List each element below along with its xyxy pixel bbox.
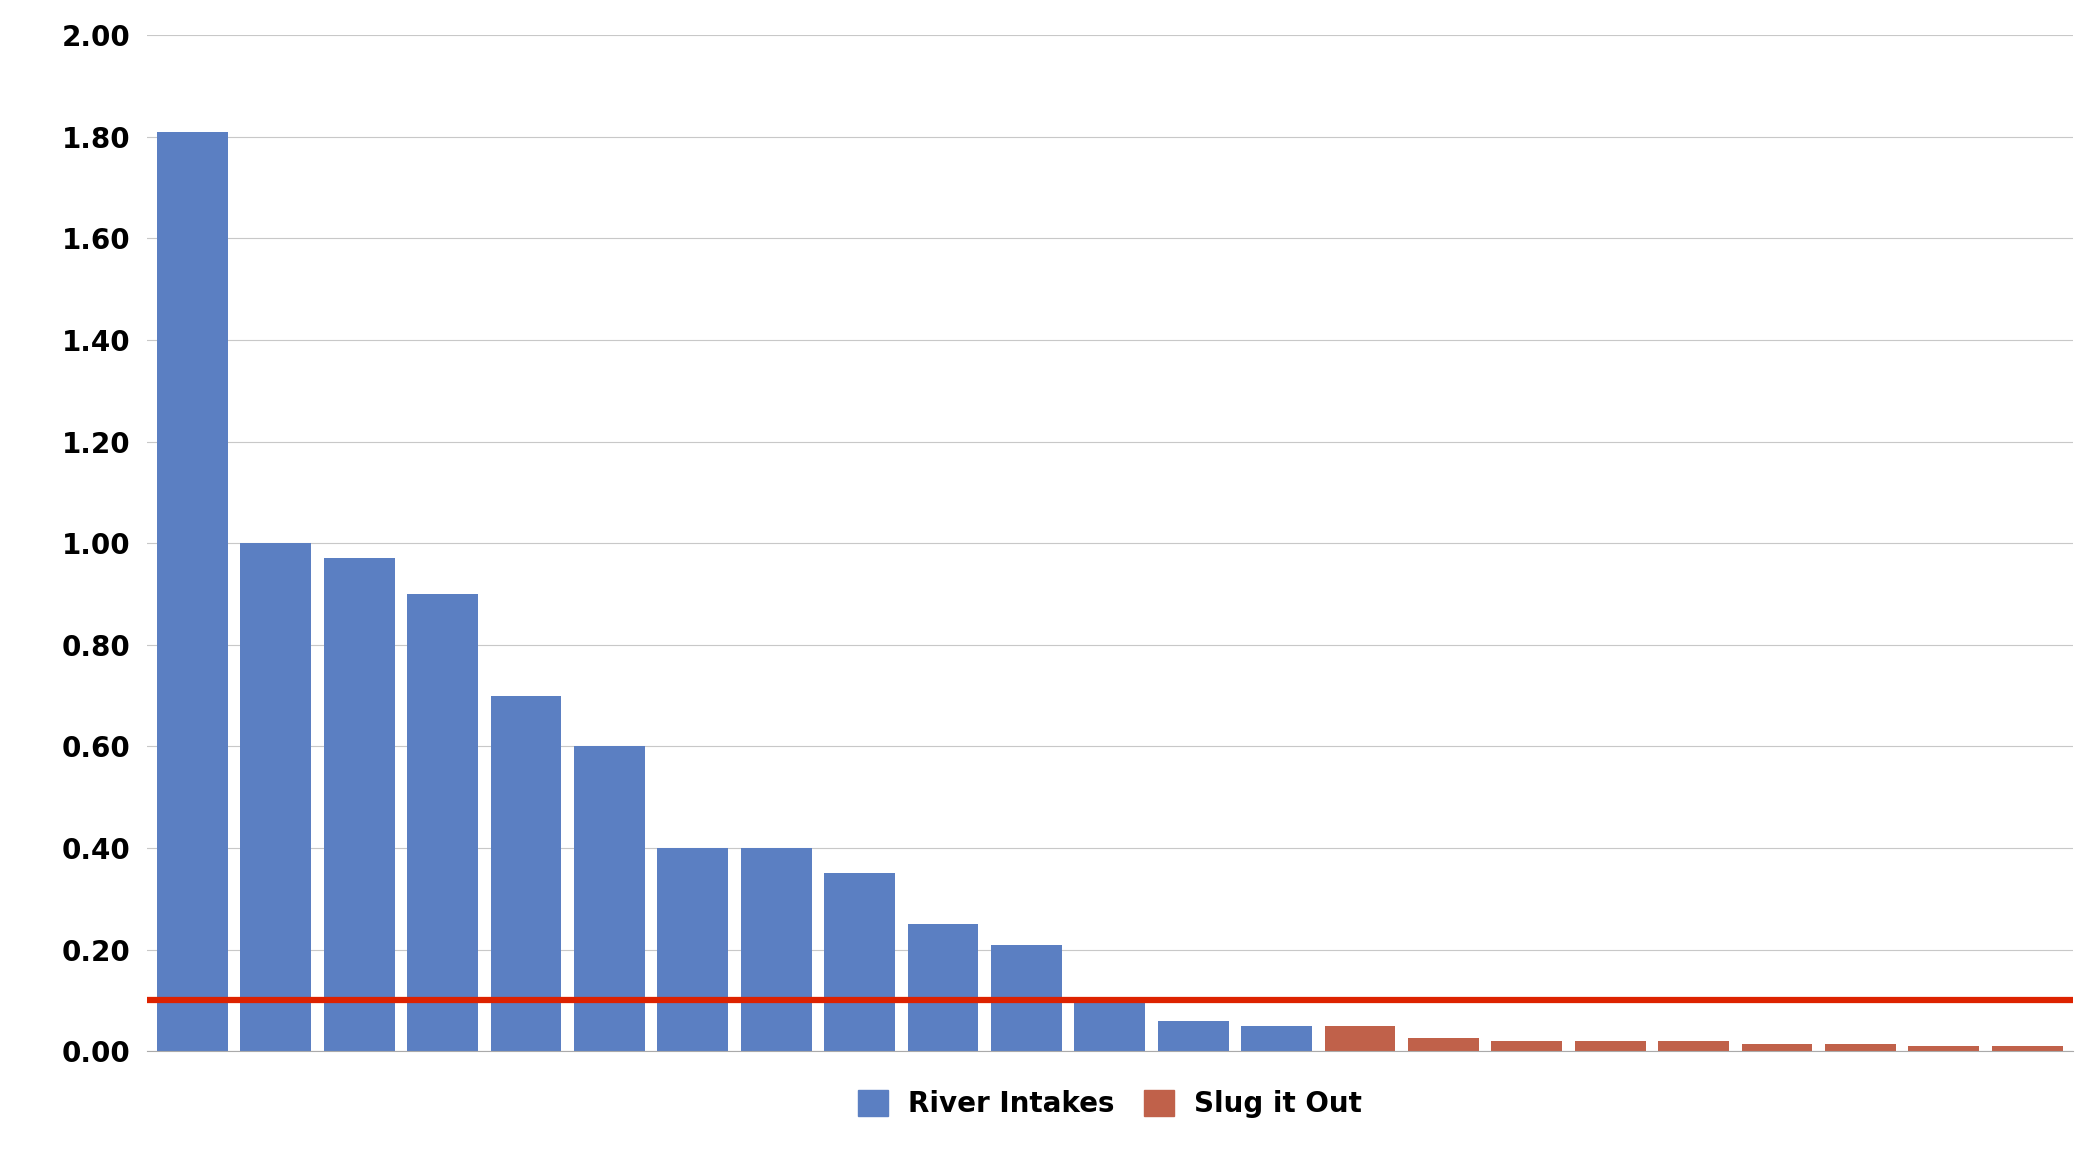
Bar xyxy=(658,848,729,1051)
Bar xyxy=(1908,1047,1979,1051)
Bar xyxy=(1158,1021,1229,1051)
Bar xyxy=(1491,1041,1562,1051)
Bar xyxy=(574,746,645,1051)
Bar xyxy=(406,593,477,1051)
Bar xyxy=(1575,1041,1646,1051)
Bar xyxy=(825,874,894,1051)
Bar xyxy=(490,696,561,1051)
Bar xyxy=(1991,1047,2063,1051)
Bar xyxy=(325,558,394,1051)
Bar xyxy=(241,543,312,1051)
Bar xyxy=(1242,1026,1313,1051)
Bar xyxy=(157,132,228,1051)
Bar xyxy=(990,945,1062,1051)
Bar xyxy=(1658,1041,1730,1051)
Legend: River Intakes, Slug it Out: River Intakes, Slug it Out xyxy=(846,1077,1374,1131)
Bar xyxy=(1742,1043,1813,1051)
Bar xyxy=(741,848,812,1051)
Bar xyxy=(1326,1026,1395,1051)
Bar xyxy=(1074,1000,1145,1051)
Bar xyxy=(1826,1043,1895,1051)
Bar xyxy=(1407,1038,1478,1051)
Bar xyxy=(907,924,978,1051)
